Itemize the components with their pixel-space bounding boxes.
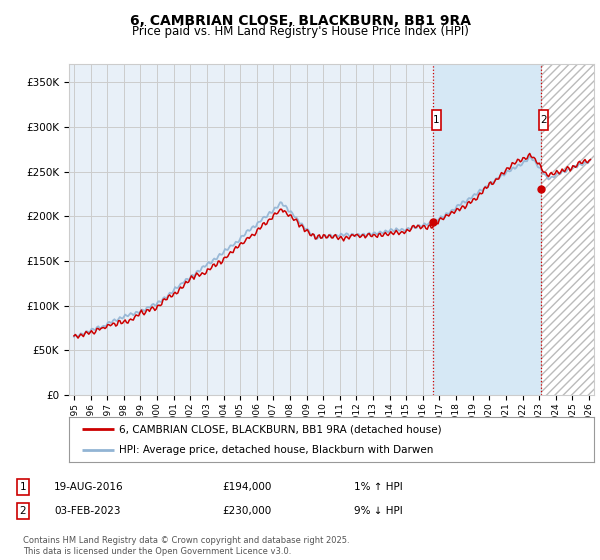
Text: 9% ↓ HPI: 9% ↓ HPI [354,506,403,516]
Text: 19-AUG-2016: 19-AUG-2016 [54,482,124,492]
Text: 1: 1 [19,482,26,492]
Text: 1% ↑ HPI: 1% ↑ HPI [354,482,403,492]
Text: Price paid vs. HM Land Registry's House Price Index (HPI): Price paid vs. HM Land Registry's House … [131,25,469,38]
FancyBboxPatch shape [432,110,441,129]
Text: 6, CAMBRIAN CLOSE, BLACKBURN, BB1 9RA: 6, CAMBRIAN CLOSE, BLACKBURN, BB1 9RA [130,14,470,28]
FancyBboxPatch shape [539,110,548,129]
Text: 03-FEB-2023: 03-FEB-2023 [54,506,121,516]
Text: 2: 2 [541,115,547,125]
Bar [541,64,600,395]
Text: 2: 2 [19,506,26,516]
Text: HPI: Average price, detached house, Blackburn with Darwen: HPI: Average price, detached house, Blac… [119,445,433,455]
Text: £194,000: £194,000 [222,482,271,492]
Text: £230,000: £230,000 [222,506,271,516]
Bar [433,64,541,395]
Text: 1: 1 [433,115,440,125]
Text: 6, CAMBRIAN CLOSE, BLACKBURN, BB1 9RA (detached house): 6, CAMBRIAN CLOSE, BLACKBURN, BB1 9RA (d… [119,424,442,435]
Text: Contains HM Land Registry data © Crown copyright and database right 2025.
This d: Contains HM Land Registry data © Crown c… [23,536,349,556]
